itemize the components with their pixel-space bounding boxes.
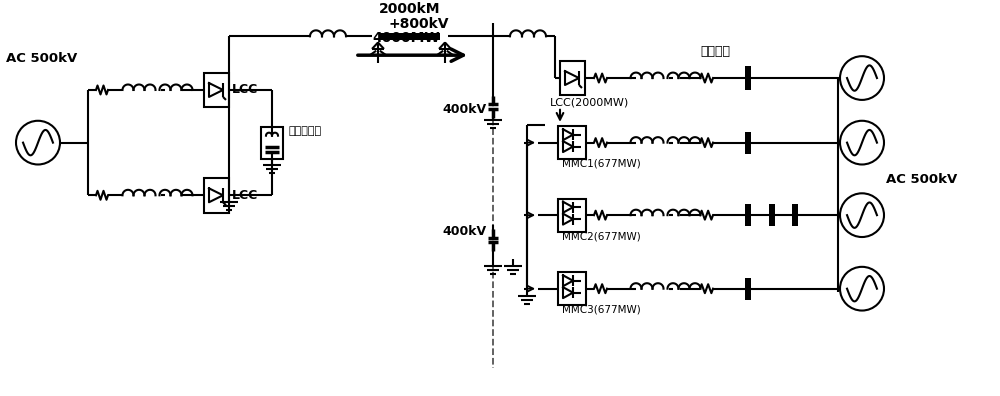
Bar xyxy=(204,178,228,213)
Text: 线路阻抗: 线路阻抗 xyxy=(700,45,730,58)
Text: +800kV: +800kV xyxy=(388,17,448,31)
Bar xyxy=(560,61,584,95)
Bar xyxy=(558,272,586,305)
Bar xyxy=(792,204,798,226)
Bar xyxy=(745,204,751,226)
Text: AC 500kV: AC 500kV xyxy=(6,51,77,65)
Text: 400kV: 400kV xyxy=(443,225,487,238)
Text: MMC2(677MW): MMC2(677MW) xyxy=(562,231,641,241)
Text: AC 500kV: AC 500kV xyxy=(886,173,957,186)
Bar xyxy=(745,204,751,226)
Bar xyxy=(558,126,586,159)
Text: 2000kM: 2000kM xyxy=(379,2,441,17)
Bar xyxy=(745,278,751,300)
Text: 直流滤波器: 直流滤波器 xyxy=(288,126,321,136)
Text: LCC: LCC xyxy=(232,189,258,202)
Text: MMC1(677MW): MMC1(677MW) xyxy=(562,158,641,168)
Bar xyxy=(745,66,751,90)
Text: 400kV: 400kV xyxy=(443,103,487,116)
Bar xyxy=(745,132,751,154)
Bar xyxy=(261,127,283,158)
Bar xyxy=(558,199,586,232)
Bar xyxy=(380,33,440,40)
Bar xyxy=(204,72,228,107)
Text: MMC3(677MW): MMC3(677MW) xyxy=(562,305,641,314)
Text: 4000MW: 4000MW xyxy=(372,31,440,45)
Text: LCC: LCC xyxy=(232,84,258,97)
Bar xyxy=(769,204,775,226)
Text: LCC(2000MW): LCC(2000MW) xyxy=(550,98,629,108)
